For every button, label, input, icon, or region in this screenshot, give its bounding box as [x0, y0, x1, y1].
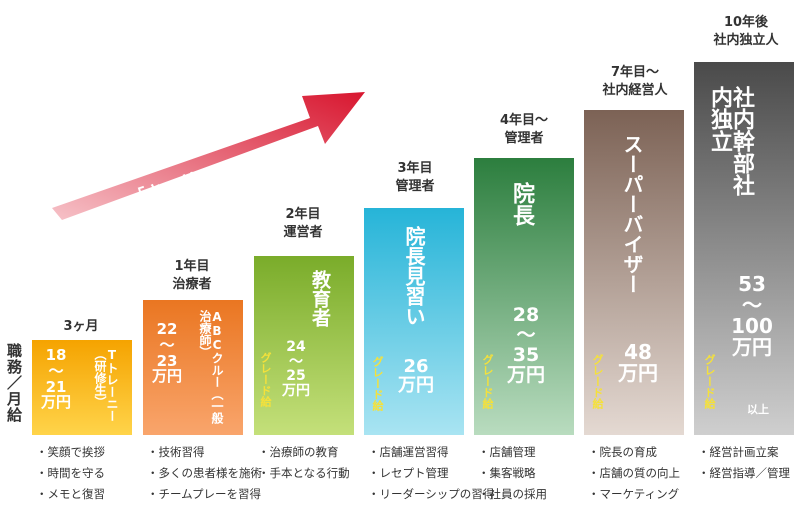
stage-3-duties: ・治療師の教育 ・手本となる行動 [258, 442, 350, 484]
stage-2-bar: 22 〜 23 万円 ABCクルー（一般治療師） [143, 300, 243, 435]
stage-4-header: 3年目 管理者 [360, 160, 470, 196]
stage-1-title: Tトレーニー（研修生） [93, 348, 119, 422]
stage-6-duties: ・院長の育成 ・店舗の質の向上 ・マーケティング [588, 442, 680, 505]
stage-4-salary: 26 万円 [398, 356, 434, 396]
stage-6-header-line-1: 7年目〜 [610, 65, 660, 80]
list-item: ・時間を守る [36, 466, 105, 480]
stage-1-header-line-1: 3ヶ月 [63, 319, 99, 334]
stage-6-header-line-2: 社内経営人 [602, 83, 668, 98]
stage-4-duties: ・店舗運営習得 ・レセプト管理 ・リーダーシップの習得 [368, 442, 494, 505]
stage-7-grade: グレード給 [703, 354, 716, 409]
stage-1-bar: 18 〜 21 万円 Tトレーニー（研修生） [32, 340, 132, 435]
stage-4-grade: グレード給 [371, 356, 384, 411]
axis-label: 職務／月給 [5, 343, 23, 423]
career-up-arrow [40, 60, 400, 230]
stage-5-grade: グレード給 [481, 354, 494, 409]
stage-3-title: 教育者 [309, 270, 331, 327]
stage-7-salary-suffix: 以上 [747, 403, 769, 416]
stage-7-header-line-1: 10年後 [723, 15, 769, 30]
stage-7-salary: 53 〜 100 万円 [731, 272, 773, 359]
list-item: ・社員の採用 [478, 487, 547, 501]
list-item: ・経営計画立案 [698, 445, 779, 459]
stage-1-header: 3ヶ月 [26, 318, 136, 336]
stage-5-bar: 院長 28 〜 35 万円 グレード給 [474, 158, 574, 435]
stage-4-bar: 院長見習い 26 万円 グレード給 [364, 208, 464, 435]
arrow-shape [52, 92, 365, 220]
stage-6-salary: 48 万円 [618, 340, 658, 385]
stage-5-header-line-2: 管理者 [504, 131, 544, 146]
stage-5-duties: ・店舗管理 ・集客戦略 ・社員の採用 [478, 442, 547, 505]
stage-2-header: 1年目 治療者 [137, 258, 247, 294]
stage-6-header: 7年目〜 社内経営人 [580, 64, 690, 100]
stage-3-bar: 教育者 24 〜 25 万円 グレード給 [254, 256, 354, 435]
stage-4-header-line-1: 3年目 [397, 161, 433, 176]
list-item: ・店舗管理 [478, 445, 536, 459]
list-item: ・リーダーシップの習得 [368, 487, 495, 501]
stage-2-title: ABCクルー（一般治療師） [198, 310, 224, 424]
stage-7-header: 10年後 社内独立人 [691, 14, 800, 50]
stage-7-header-line-2: 社内独立人 [713, 33, 779, 48]
list-item: ・手本となる行動 [258, 466, 350, 480]
list-item: ・技術習得 [147, 445, 205, 459]
stage-7-title: 社内幹部社内独立 [707, 86, 754, 196]
stage-7-bar: 社内幹部社内独立 53 〜 100 万円 以上 グレード給 [694, 62, 794, 435]
stage-5-title: 院長 [509, 182, 534, 226]
stage-3-salary: 24 〜 25 万円 [282, 339, 310, 400]
stage-5-salary: 28 〜 35 万円 [506, 304, 545, 386]
list-item: ・治療師の教育 [258, 445, 339, 459]
list-item: ・メモと復習 [36, 487, 105, 501]
stage-4-header-line-2: 管理者 [395, 179, 435, 194]
list-item: ・店舗運営習得 [368, 445, 449, 459]
list-item: ・レセプト管理 [368, 466, 449, 480]
list-item: ・院長の育成 [588, 445, 657, 459]
list-item: ・経営指導／管理 [698, 466, 790, 480]
stage-3-header-line-1: 2年目 [285, 207, 321, 222]
stage-7-duties: ・経営計画立案 ・経営指導／管理 [698, 442, 790, 484]
list-item: ・マーケティング [588, 487, 680, 501]
stage-1-salary: 18 〜 21 万円 [40, 346, 71, 412]
stage-2-duties: ・技術習得 ・多くの患者様を施術 ・チームプレーを習得 [147, 442, 262, 505]
stage-5-header: 4年目〜 管理者 [469, 112, 579, 148]
stage-2-salary: 22 〜 23 万円 [151, 320, 182, 386]
stage-6-grade: グレード給 [591, 354, 604, 409]
stage-3-header: 2年目 運営者 [248, 206, 358, 242]
stage-3-grade: グレード給 [259, 352, 272, 407]
stage-1-duties: ・笑顔で挨拶 ・時間を守る ・メモと復習 [36, 442, 105, 505]
list-item: ・笑顔で挨拶 [36, 445, 105, 459]
list-item: ・チームプレーを習得 [147, 487, 261, 501]
list-item: ・店舗の質の向上 [588, 466, 680, 480]
stage-6-title: スーパーバイザー [620, 134, 644, 294]
stage-2-header-line-2: 治療者 [172, 277, 212, 292]
stage-6-bar: スーパーバイザー 48 万円 グレード給 [584, 110, 684, 435]
stage-4-title: 院長見習い [402, 226, 426, 326]
stage-5-header-line-1: 4年目〜 [499, 113, 549, 128]
stage-3-header-line-2: 運営者 [283, 225, 323, 240]
stage-2-header-line-1: 1年目 [174, 259, 210, 274]
list-item: ・集客戦略 [478, 466, 536, 480]
list-item: ・多くの患者様を施術 [147, 466, 262, 480]
